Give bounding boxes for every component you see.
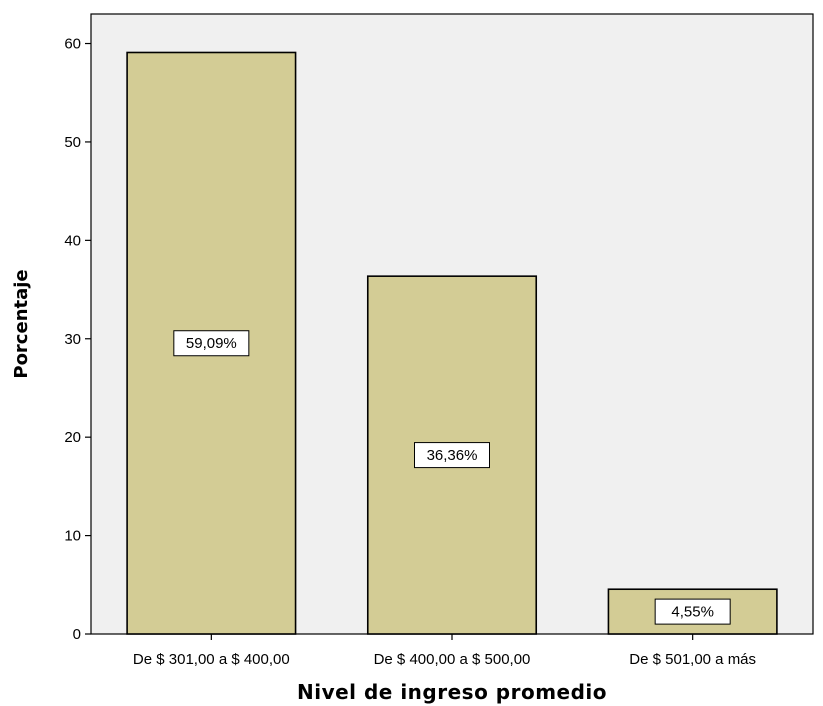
data-label-box <box>654 598 731 625</box>
y-tick-label: 60 <box>64 36 81 53</box>
data-label-box <box>414 442 490 469</box>
bars: 59,09% 36,36% 4,55% <box>126 51 778 635</box>
y-axis: 0 10 20 30 40 50 60 <box>64 36 91 643</box>
y-tick-label: 50 <box>64 134 81 151</box>
x-tick-label: De $ 301,00 a $ 400,00 <box>133 651 290 668</box>
y-tick-label: 0 <box>73 626 81 643</box>
data-label: 36,36% <box>427 447 478 464</box>
y-tick-label: 10 <box>64 528 81 545</box>
y-axis-title: Porcentaje <box>11 269 32 378</box>
x-tick-label: De $ 400,00 a $ 500,00 <box>374 651 531 668</box>
y-tick-label: 20 <box>64 429 81 446</box>
data-label-box <box>173 330 250 357</box>
x-axis-title: Nivel de ingreso promedio <box>297 680 607 704</box>
x-axis: De $ 301,00 a $ 400,00 De $ 400,00 a $ 50… <box>133 634 756 668</box>
data-label: 4,55% <box>671 604 714 621</box>
y-tick-label: 30 <box>64 331 81 348</box>
y-tick-label: 40 <box>64 232 81 249</box>
x-tick-label: De $ 501,00 a más <box>629 651 756 668</box>
data-label: 59,09% <box>186 335 237 352</box>
